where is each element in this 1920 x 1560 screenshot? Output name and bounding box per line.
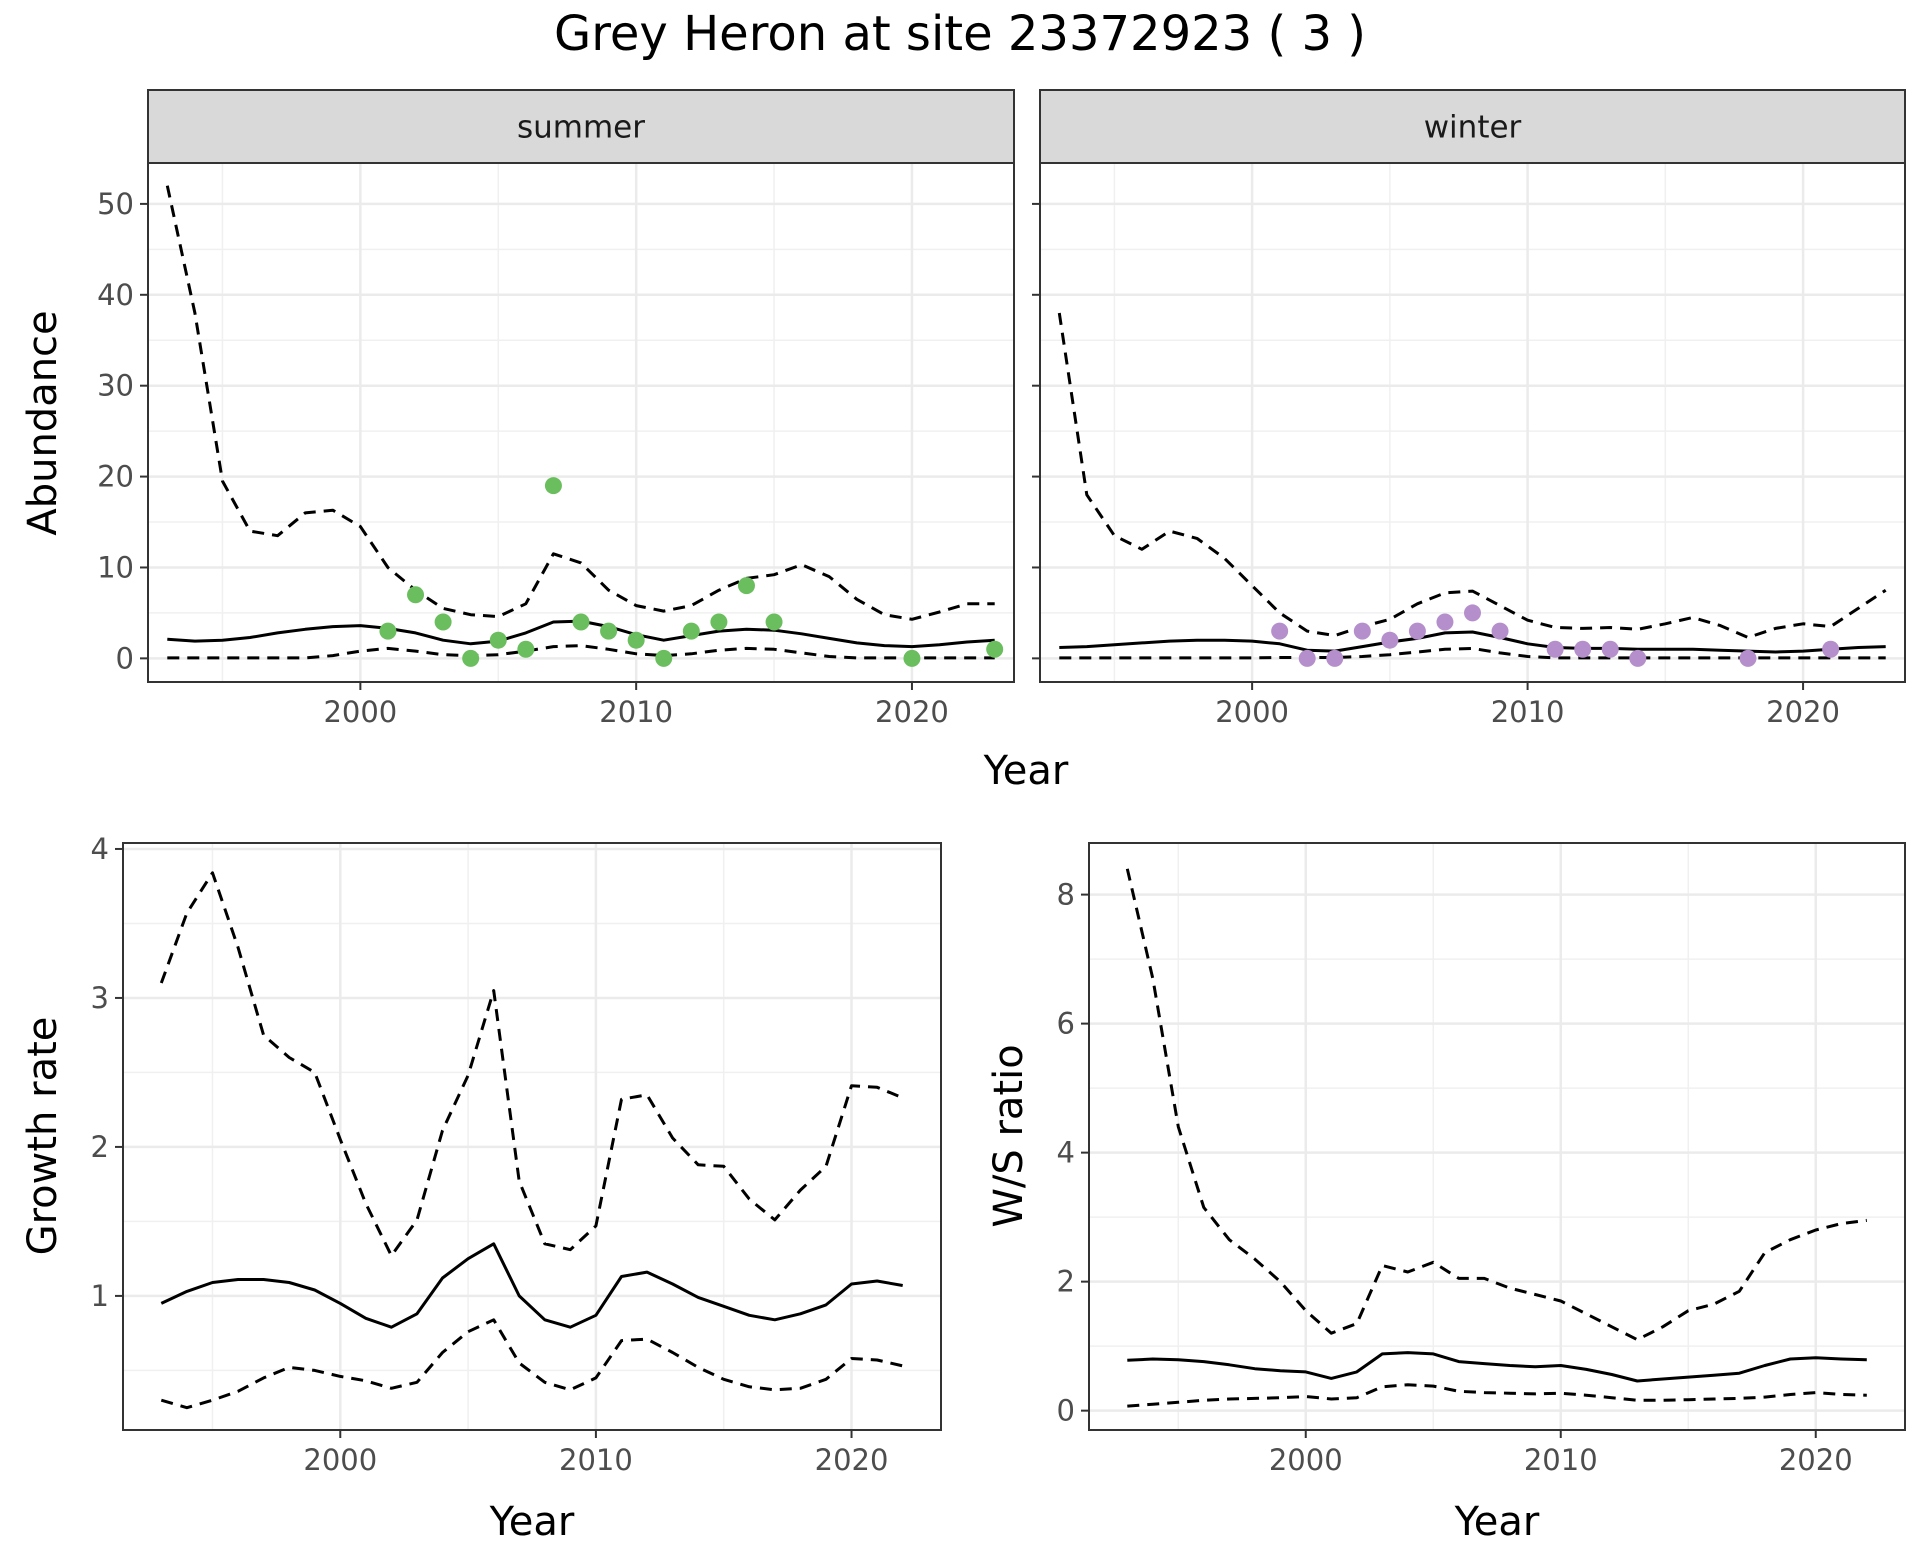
x-tick-label: 2020: [815, 1443, 889, 1477]
data-point: [1491, 622, 1509, 640]
data-point: [627, 631, 645, 649]
series-line-upper: [1125, 868, 1867, 1342]
data-point: [1298, 649, 1316, 667]
data-point: [544, 477, 562, 495]
data-point: [1739, 649, 1757, 667]
data-point: [1326, 649, 1344, 667]
plot-background: [1040, 163, 1905, 682]
x-tick-label: 2020: [875, 695, 949, 729]
data-point: [655, 649, 673, 667]
panel-winter: winter 2000 2010 2020: [1032, 89, 1906, 729]
x-axis-title: Year: [983, 748, 1069, 794]
series-line-upper: [165, 185, 995, 621]
data-point: [517, 640, 535, 658]
data-point: [572, 613, 590, 631]
data-point: [1574, 640, 1592, 658]
data-point: [407, 586, 425, 604]
data-point: [903, 649, 921, 667]
data-point: [1601, 640, 1619, 658]
data-point: [1408, 622, 1426, 640]
x-tick-label: 2010: [599, 695, 673, 729]
series-line-upper: [1057, 312, 1887, 639]
series-line-estimate: [1127, 1351, 1867, 1383]
y-tick-label: 20: [97, 460, 134, 494]
data-point: [1629, 649, 1647, 667]
x-tick-label: 2010: [1524, 1443, 1598, 1477]
y-tick-label: 8: [1057, 878, 1075, 912]
y-tick-label: 1: [91, 1279, 109, 1313]
x-tick-label: 2000: [1269, 1443, 1343, 1477]
y-tick-label: 4: [91, 832, 109, 866]
x-tick-label: 2020: [1766, 695, 1840, 729]
plot-background: [1089, 843, 1905, 1430]
data-point: [1353, 622, 1371, 640]
y-tick-label: 2: [91, 1130, 109, 1164]
x-tick-label: 2000: [323, 695, 397, 729]
facet-strip-label: winter: [1424, 110, 1522, 146]
facet-strip-label: summer: [517, 110, 645, 146]
data-point: [682, 622, 700, 640]
y-tick-label: 40: [97, 278, 134, 312]
data-point: [765, 613, 783, 631]
y-axis-title: W/S ratio: [986, 1044, 1032, 1227]
data-point: [1271, 622, 1289, 640]
y-axis-title: Abundance: [20, 310, 66, 535]
data-point: [434, 613, 452, 631]
x-tick-label: 2010: [1491, 695, 1565, 729]
data-point: [1822, 640, 1840, 658]
y-axis-title: Growth rate: [20, 1017, 66, 1256]
panel-summer: summer 2000 2010 2020 0 10 20 30 40 50: [97, 89, 1015, 729]
plot-background: [123, 843, 941, 1430]
panel-growth: 2000 2010 2020 1 2 3 4: [91, 832, 942, 1477]
data-point: [1381, 631, 1399, 649]
figure-title: Grey Heron at site 23372923 ( 3 ): [554, 6, 1366, 62]
facet-strip: [1039, 89, 1906, 164]
x-tick-label: 2010: [559, 1443, 633, 1477]
y-tick-label: 3: [91, 981, 109, 1015]
data-point: [1464, 604, 1481, 622]
x-tick-label: 2020: [1779, 1443, 1853, 1477]
x-tick-label: 2000: [1215, 695, 1289, 729]
facet-strip: [147, 89, 1015, 164]
data-point: [489, 631, 507, 649]
panel-ws-ratio: 2000 2010 2020 0 2 4 6 8: [1057, 842, 1906, 1477]
data-point: [1436, 613, 1454, 631]
x-axis-title: Year: [489, 1499, 575, 1545]
y-tick-label: 50: [97, 187, 134, 221]
x-axis-title: Year: [1454, 1499, 1540, 1545]
panel-border: [122, 842, 942, 1431]
y-tick-label: 30: [97, 369, 134, 403]
data-point: [600, 622, 618, 640]
data-point: [1546, 640, 1564, 658]
y-tick-label: 4: [1057, 1136, 1075, 1170]
y-tick-label: 2: [1057, 1265, 1075, 1299]
y-tick-label: 6: [1057, 1007, 1075, 1041]
data-point: [379, 622, 397, 640]
data-point: [986, 640, 1004, 658]
series-line-estimate: [160, 1242, 903, 1329]
series-line-lower: [1127, 1383, 1867, 1408]
data-point: [737, 577, 755, 595]
y-tick-label: 0: [116, 641, 134, 675]
y-tick-label: 10: [97, 550, 134, 584]
plot-background: [148, 163, 1014, 682]
series-line-upper: [159, 871, 904, 1258]
panel-border: [1088, 842, 1906, 1431]
y-tick-label: 0: [1057, 1394, 1075, 1428]
data-point: [462, 649, 480, 667]
data-point: [710, 613, 728, 631]
x-tick-label: 2000: [303, 1443, 377, 1477]
